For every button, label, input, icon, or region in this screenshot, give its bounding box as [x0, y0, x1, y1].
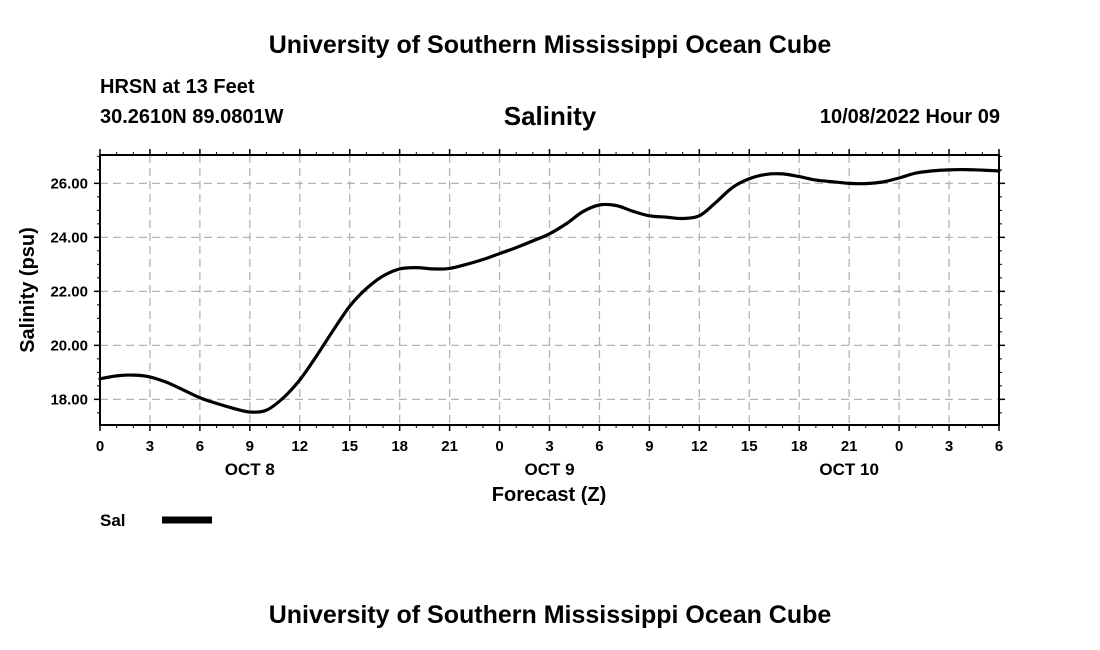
- variable-title: Salinity: [503, 101, 597, 131]
- date-label: OCT 9: [524, 460, 574, 479]
- x-tick-label: 15: [741, 438, 758, 455]
- x-tick-label: 0: [96, 438, 104, 455]
- station-coordinates: 30.2610N 89.0801W: [100, 106, 284, 128]
- x-tick-label: 3: [945, 438, 953, 455]
- x-tick-label: 21: [441, 438, 458, 455]
- y-tick-label: 18.00: [50, 391, 88, 408]
- date-label: OCT 8: [225, 460, 275, 479]
- y-tick-label: 24.00: [50, 229, 88, 246]
- x-tick-label: 6: [595, 438, 603, 455]
- y-tick-label: 26.00: [50, 175, 88, 192]
- x-tick-label: 9: [246, 438, 254, 455]
- y-tick-label: 20.00: [50, 337, 88, 354]
- y-tick-label: 22.00: [50, 283, 88, 300]
- legend-label: Sal: [100, 511, 126, 530]
- x-tick-label: 3: [146, 438, 154, 455]
- x-tick-label: 0: [495, 438, 503, 455]
- x-tick-label: 12: [691, 438, 708, 455]
- x-tick-label: 18: [391, 438, 408, 455]
- salinity-series-line: [98, 167, 1001, 414]
- date-label: OCT 10: [819, 460, 879, 479]
- chart-title: University of Southern Mississippi Ocean…: [268, 31, 832, 59]
- forecast-datetime: 10/08/2022 Hour 09: [819, 106, 1000, 128]
- x-tick-label: 21: [841, 438, 858, 455]
- x-tick-label: 0: [895, 438, 903, 455]
- x-tick-label: 9: [645, 438, 653, 455]
- x-tick-label: 18: [791, 438, 808, 455]
- y-axis-title: Salinity (psu): [17, 227, 39, 353]
- station-label: HRSN at 13 Feet: [100, 76, 255, 98]
- x-tick-label: 6: [995, 438, 1003, 455]
- axis-labels: 0 3 6 9 12 15 18 21 0 3 6 9 12 15 18 21 0 3 6 OCT 8 OCT 9 OCT…: [50, 175, 1003, 479]
- x-tick-label: 6: [196, 438, 204, 455]
- x-axis-title: Forecast (Z): [492, 484, 606, 506]
- footer-title: University of Southern Mississippi Ocean…: [268, 601, 832, 629]
- x-tick-label: 12: [291, 438, 308, 455]
- x-tick-label: 3: [545, 438, 553, 455]
- grid-lines: [100, 155, 999, 425]
- plot-frame: [99, 154, 1000, 426]
- x-tick-label: 15: [341, 438, 358, 455]
